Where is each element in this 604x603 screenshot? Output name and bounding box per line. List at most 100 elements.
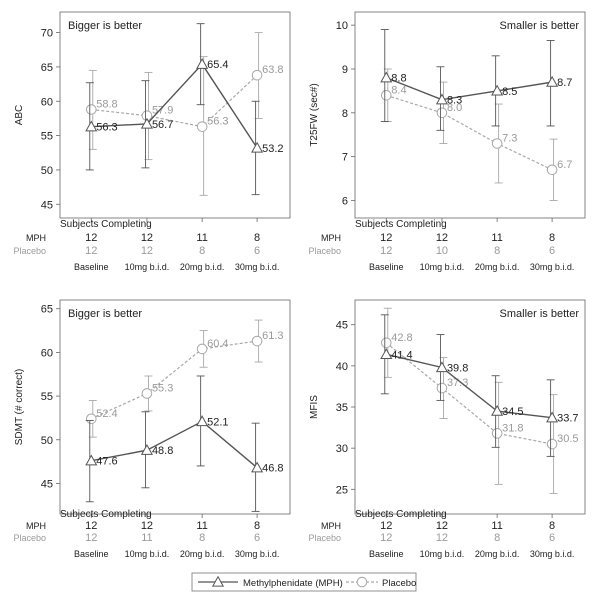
row-label-placebo: Placebo — [13, 246, 46, 256]
series-mph: 41.4 39.8 34.5 33.7 — [380, 314, 579, 457]
y-tick-label: 7 — [342, 152, 348, 164]
placebo-count: 12 — [85, 245, 97, 257]
x-tick-label: Baseline — [74, 549, 109, 559]
mph-marker — [435, 93, 448, 105]
placebo-data-label: 42.8 — [391, 332, 412, 344]
y-tick-label: 35 — [336, 402, 348, 414]
corner-note: Bigger is better — [68, 20, 142, 32]
series-placebo: 42.8 37.3 31.8 30.5 — [380, 307, 579, 494]
mph-line — [386, 77, 553, 101]
placebo-data-label: 56.3 — [207, 116, 228, 128]
placebo-count: 8 — [199, 245, 205, 257]
mph-data-label: 56.7 — [152, 119, 173, 131]
x-tick-label: Baseline — [369, 549, 404, 559]
mph-count: 12 — [141, 520, 153, 532]
placebo-count: 6 — [549, 532, 555, 544]
subjects-completing-title: Subjects Completing — [60, 219, 152, 230]
mph-marker — [546, 411, 559, 423]
legend-mph-label: Methylphenidate (MPH) — [243, 578, 343, 589]
mph-line — [91, 63, 258, 149]
placebo-marker — [85, 413, 97, 425]
mph-marker — [140, 117, 153, 129]
placebo-count: 12 — [436, 532, 448, 544]
x-tick-label: 20mg b.i.d. — [180, 549, 225, 559]
placebo-count: 8 — [199, 532, 205, 544]
placebo-marker — [436, 382, 448, 394]
row-label-placebo: Placebo — [13, 533, 46, 543]
x-tick-label: 10mg b.i.d. — [125, 262, 170, 272]
y-tick-label: 45 — [336, 320, 348, 332]
placebo-data-label: 52.4 — [96, 408, 117, 420]
mph-data-label: 39.8 — [447, 362, 468, 374]
legend: Methylphenidate (MPH) Placebo — [191, 572, 417, 592]
x-tick-label: 10mg b.i.d. — [420, 549, 465, 559]
subjects-completing-title: Subjects Completing — [355, 219, 447, 230]
y-tick-label: 70 — [41, 28, 53, 40]
corner-note: Smaller is better — [500, 308, 580, 320]
plot-frame — [59, 11, 291, 219]
y-tick-label: 60 — [41, 96, 53, 108]
x-tick-label: 30mg b.i.d. — [530, 262, 575, 272]
y-axis-label: MFIS — [309, 395, 320, 419]
y-axis-label: ABC — [14, 105, 25, 126]
series-mph: 47.6 48.8 52.1 46.8 — [85, 375, 284, 512]
mph-line — [386, 353, 553, 419]
placebo-marker — [251, 69, 263, 81]
x-tick-label: 10mg b.i.d. — [420, 262, 465, 272]
series-mph: 56.3 56.7 65.4 53.2 — [85, 23, 284, 196]
y-axis-label: SDMT (# correct) — [14, 369, 25, 446]
placebo-count: 8 — [494, 245, 500, 257]
y-tick-label: 60 — [41, 347, 53, 359]
subjects-completing-title: Subjects Completing — [60, 509, 152, 520]
placebo-data-label: 7.3 — [502, 132, 517, 144]
x-tick-label: 20mg b.i.d. — [180, 262, 225, 272]
mph-data-label: 52.1 — [207, 416, 228, 428]
mph-count: 12 — [85, 232, 97, 244]
placebo-data-label: 61.3 — [262, 330, 283, 342]
placebo-count: 12 — [85, 532, 97, 544]
chart-panel-3: 45 50 55 60 65 SDMT (# correct) Bigger is bett… — [13, 299, 291, 559]
y-axis-label: T25FW (sec#) — [309, 83, 320, 146]
placebo-count: 12 — [380, 532, 392, 544]
series-placebo: 58.857.956.363.8 — [85, 32, 284, 196]
placebo-marker — [546, 438, 558, 450]
mph-marker — [85, 120, 98, 132]
mph-marker — [491, 404, 504, 416]
placebo-data-label: 8.0 — [447, 102, 462, 114]
placebo-data-label: 58.8 — [96, 99, 117, 111]
mph-count: 12 — [436, 520, 448, 532]
row-label-mph: MPH — [321, 233, 341, 243]
mph-count: 12 — [380, 520, 392, 532]
placebo-data-label: 31.8 — [502, 422, 523, 434]
placebo-marker — [546, 164, 558, 176]
placebo-marker — [436, 107, 448, 119]
x-tick-label: Baseline — [369, 262, 404, 272]
placebo-count: 8 — [494, 532, 500, 544]
mph-marker — [85, 454, 98, 466]
mph-count: 12 — [380, 232, 392, 244]
corner-note: Bigger is better — [68, 308, 142, 320]
y-tick-label: 30 — [336, 443, 348, 455]
mph-data-label: 47.6 — [96, 456, 117, 468]
x-tick-label: 20mg b.i.d. — [475, 549, 520, 559]
placebo-data-label: 37.3 — [447, 377, 468, 389]
y-tick-label: 40 — [336, 361, 348, 373]
placebo-data-label: 8.4 — [391, 84, 406, 96]
mph-marker — [546, 75, 559, 87]
x-tick-label: 10mg b.i.d. — [125, 549, 170, 559]
series-placebo: 52.4 55.3 60.4 61.3 — [85, 319, 284, 438]
mph-count: 8 — [254, 232, 260, 244]
placebo-data-label: 30.5 — [557, 433, 578, 445]
mph-count: 11 — [196, 520, 207, 532]
x-tick-label: 30mg b.i.d. — [235, 262, 280, 272]
mph-marker — [380, 348, 393, 359]
row-label-placebo: Placebo — [308, 533, 341, 543]
placebo-data-label: 55.3 — [152, 382, 173, 394]
row-label-mph: MPH — [321, 521, 341, 531]
y-tick-label: 45 — [41, 199, 53, 211]
placebo-marker — [141, 388, 153, 399]
placebo-data-label: 63.8 — [262, 64, 283, 76]
placebo-data-label: 6.7 — [557, 159, 572, 171]
